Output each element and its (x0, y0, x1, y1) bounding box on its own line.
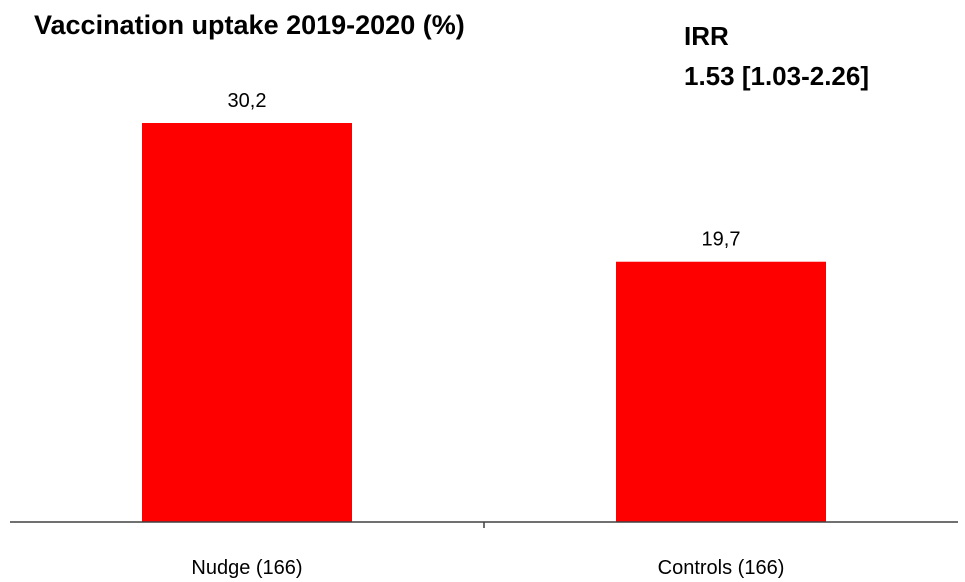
chart-title: Vaccination uptake 2019-2020 (%) (34, 10, 465, 40)
irr-annotation: IRR 1.53 [1.03-2.26] (684, 16, 869, 96)
bar-1 (616, 261, 826, 522)
tick-labels-layer: Nudge (166) Controls (166) (191, 557, 784, 579)
bar-0 (142, 123, 352, 522)
bars-layer (142, 123, 826, 522)
x-tick-label-0: Nudge (166) (191, 557, 302, 579)
irr-label: IRR (684, 21, 729, 51)
value-labels-layer: 30,2 19,7 (228, 90, 741, 251)
irr-value: 1.53 [1.03-2.26] (684, 61, 870, 91)
bar-value-label-1: 19,7 (702, 229, 741, 251)
x-tick-label-1: Controls (166) (658, 557, 785, 579)
bar-value-label-0: 30,2 (228, 90, 267, 112)
